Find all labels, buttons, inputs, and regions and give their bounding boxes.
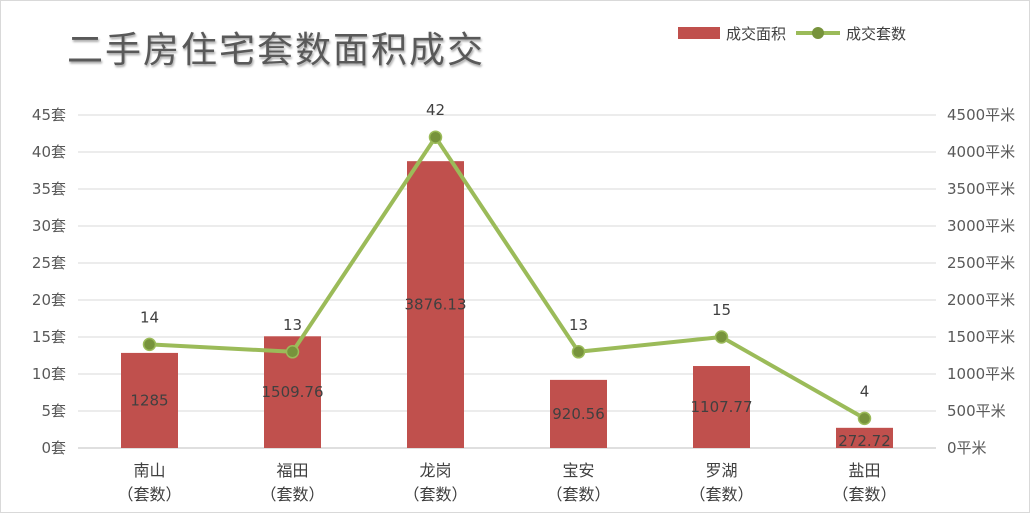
x-category-label: （套数） — [260, 485, 324, 504]
x-category-label: （套数） — [117, 485, 181, 504]
line-point — [142, 337, 157, 352]
legend-label-area: 成交面积 — [726, 24, 787, 43]
legend-line-swatch — [796, 27, 841, 39]
line-point — [285, 345, 300, 359]
line-data-label: 13 — [569, 316, 588, 334]
x-category-label: 福田 — [276, 461, 308, 480]
legend-label-count: 成交套数 — [846, 24, 907, 43]
bar — [550, 379, 607, 448]
right-tick-label: 1500平米 — [947, 328, 1015, 346]
legend-bar-swatch — [678, 27, 720, 39]
line-data-label: 13 — [283, 316, 302, 334]
right-tick-label: 2500平米 — [947, 254, 1015, 272]
line-data-label: 15 — [712, 301, 731, 319]
left-tick-label: 20套 — [32, 291, 66, 309]
x-category-label: （套数） — [689, 485, 753, 504]
left-tick-label: 25套 — [32, 254, 66, 272]
left-tick-label: 10套 — [32, 365, 66, 383]
right-tick-label: 4000平米 — [947, 143, 1015, 161]
left-tick-label: 5套 — [41, 402, 66, 420]
bar — [407, 161, 464, 448]
legend-item-area: 成交面积 — [678, 23, 786, 44]
bar-data-label: 3876.13 — [404, 296, 466, 314]
bar — [121, 352, 178, 448]
line-data-label: 4 — [860, 382, 870, 400]
right-tick-label: 3500平米 — [947, 180, 1015, 198]
bar — [693, 366, 750, 448]
right-tick-label: 1000平米 — [947, 365, 1015, 383]
bar-data-label: 1107.77 — [690, 398, 752, 416]
x-category-label: （套数） — [832, 485, 896, 504]
left-tick-label: 0套 — [41, 439, 66, 457]
right-tick-label: 2000平米 — [947, 291, 1015, 309]
bar — [836, 427, 893, 448]
bar-data-label: 272.72 — [838, 432, 891, 450]
left-tick-label: 35套 — [32, 180, 66, 198]
line-point — [571, 345, 586, 359]
legend-item-count: 成交套数 — [796, 23, 906, 44]
series-line-count — [149, 135, 866, 421]
left-tick-label: 15套 — [32, 328, 66, 346]
chart-legend: 成交面积 成交套数 — [678, 21, 916, 45]
x-category-label: 龙岗 — [419, 461, 451, 480]
line-point — [857, 411, 872, 426]
left-tick-label: 40套 — [32, 143, 66, 161]
bar-data-label: 1285 — [130, 391, 168, 409]
x-category-label: 南山 — [133, 461, 165, 480]
bar-data-label: 1509.76 — [261, 383, 323, 401]
x-category-label: 盐田 — [848, 461, 880, 480]
left-tick-label: 45套 — [32, 106, 66, 124]
line-point — [714, 330, 729, 344]
right-tick-label: 3000平米 — [947, 217, 1015, 235]
line-data-label: 42 — [426, 101, 445, 119]
x-category-label: （套数） — [403, 485, 467, 504]
x-category-label: 罗湖 — [705, 461, 737, 480]
right-tick-label: 4500平米 — [947, 106, 1015, 124]
x-category-label: 宝安 — [562, 461, 594, 480]
chart-title: 二手房住宅套数面积成交 — [67, 30, 486, 71]
right-tick-label: 500平米 — [947, 402, 1006, 420]
line-data-label: 14 — [140, 308, 159, 326]
bar-data-label: 920.56 — [552, 405, 605, 423]
line-point — [428, 130, 443, 144]
x-category-label: （套数） — [546, 485, 610, 504]
right-tick-label: 0平米 — [947, 439, 987, 457]
left-tick-label: 30套 — [32, 217, 66, 235]
